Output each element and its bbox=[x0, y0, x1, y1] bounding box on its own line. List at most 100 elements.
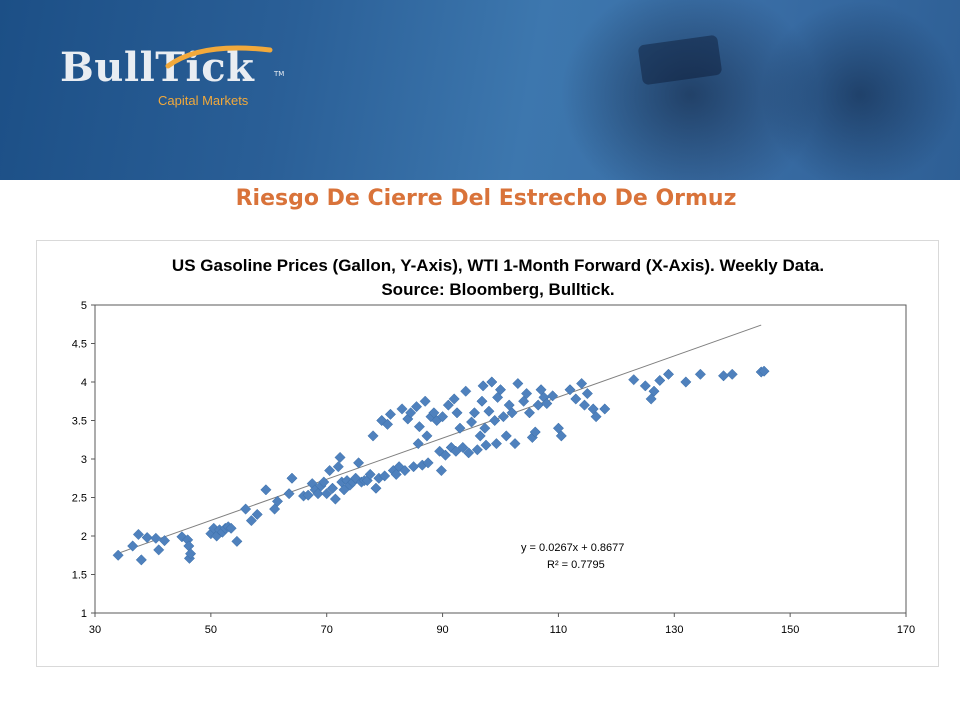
chart-axes: 1 1.5 2 2.5 3 3.5 4 4.5 5 30 50 70 90 110 130 150 170 bbox=[72, 300, 915, 636]
x-tick-label: 170 bbox=[897, 624, 915, 636]
scatter-point bbox=[422, 457, 434, 469]
plot-area-border bbox=[94, 304, 907, 614]
scatter-point bbox=[483, 405, 495, 417]
scatter-point bbox=[529, 426, 541, 438]
scatter-point bbox=[158, 535, 171, 547]
trendline-equation: y = 0.0267x + 0.8677 bbox=[521, 542, 624, 554]
scatter-point bbox=[477, 380, 489, 392]
scatter-point bbox=[500, 430, 512, 442]
y-tick-label: 3 bbox=[81, 454, 87, 466]
scatter-point bbox=[654, 374, 666, 387]
scatter-point bbox=[396, 403, 408, 415]
scatter-point bbox=[318, 476, 330, 488]
scatter-point bbox=[332, 461, 344, 473]
scatter-point bbox=[523, 407, 536, 419]
scatter-point bbox=[370, 482, 382, 494]
scatter-point bbox=[132, 528, 144, 541]
scatter-point bbox=[321, 488, 333, 500]
scatter-point bbox=[326, 482, 339, 494]
scatter-point bbox=[541, 398, 553, 410]
y-tick-label: 4.5 bbox=[72, 339, 87, 351]
y-tick-label: 1.5 bbox=[72, 570, 87, 582]
y-tick-label: 2 bbox=[81, 531, 87, 543]
scatter-point bbox=[726, 368, 738, 380]
scatter-point bbox=[185, 548, 197, 560]
scatter-point bbox=[286, 472, 298, 484]
scatter-point bbox=[390, 468, 402, 480]
scatter-point bbox=[153, 544, 165, 556]
scatter-point bbox=[497, 411, 509, 423]
y-tick-label: 1 bbox=[81, 608, 87, 620]
scatter-point bbox=[260, 484, 272, 496]
scatter-point bbox=[127, 540, 139, 552]
y-tick-label: 5 bbox=[81, 300, 87, 312]
scatter-point bbox=[494, 384, 507, 396]
scatter-point bbox=[271, 495, 284, 507]
r-squared-label: R² = 0.7795 bbox=[547, 559, 605, 571]
scatter-point bbox=[379, 470, 391, 482]
scatter-point bbox=[694, 368, 706, 380]
scatter-point bbox=[471, 444, 483, 456]
scatter-point bbox=[329, 493, 341, 505]
scatter-point bbox=[509, 438, 521, 450]
scatter-point bbox=[578, 399, 591, 411]
logo-subtitle: Capital Markets bbox=[158, 93, 249, 108]
scatter-point bbox=[435, 464, 447, 477]
scatter-point bbox=[492, 391, 504, 403]
scatter-point bbox=[240, 503, 252, 515]
page-title: Riesgo De Cierre Del Estrecho De Ormuz bbox=[235, 186, 737, 211]
scatter-point bbox=[439, 449, 452, 461]
scatter-point bbox=[350, 472, 362, 484]
scatter-point bbox=[283, 488, 295, 500]
logo-swoosh-icon bbox=[165, 45, 273, 69]
scatter-point bbox=[405, 407, 417, 419]
scatter-point bbox=[662, 368, 675, 380]
scatter-point bbox=[448, 393, 460, 405]
x-tick-label: 130 bbox=[665, 624, 683, 636]
chart-subtitle: Source: Bloomberg, Bulltick. bbox=[381, 280, 614, 299]
scatter-point bbox=[454, 422, 466, 434]
scatter-point bbox=[334, 451, 346, 464]
scatter-point bbox=[639, 380, 651, 392]
y-tick-label: 2.5 bbox=[72, 493, 87, 505]
y-tick-label: 4 bbox=[81, 377, 87, 389]
logo-trademark: TM bbox=[274, 70, 285, 78]
scatter-point bbox=[570, 393, 582, 405]
banner-photo-shade bbox=[760, 0, 960, 180]
scatter-point bbox=[581, 387, 593, 400]
x-tick-label: 70 bbox=[321, 624, 333, 636]
trendline bbox=[118, 324, 762, 554]
x-tick-label: 110 bbox=[550, 624, 568, 636]
scatter-point bbox=[590, 411, 602, 423]
scatter-point bbox=[353, 457, 365, 469]
scatter-point bbox=[490, 438, 502, 450]
brand-logo: BullTick TM Capital Markets bbox=[60, 44, 284, 108]
scatter-point bbox=[381, 418, 394, 430]
scatter-point bbox=[384, 408, 396, 420]
scatter-point bbox=[460, 385, 472, 397]
scatter-point bbox=[512, 377, 524, 390]
scatter-chart: US Gasoline Prices (Gallon, Y-Axis), WTI… bbox=[72, 256, 915, 636]
scatter-point bbox=[486, 376, 498, 388]
scatter-point bbox=[489, 414, 501, 427]
scatter-point bbox=[445, 441, 457, 454]
scatter-point bbox=[176, 531, 188, 543]
scatter-point bbox=[245, 515, 257, 527]
scatter-point bbox=[457, 441, 469, 454]
scatter-point bbox=[463, 447, 475, 459]
scatter-point bbox=[399, 464, 411, 477]
y-tick-label: 3.5 bbox=[72, 416, 87, 428]
scatter-point bbox=[364, 468, 376, 480]
x-tick-label: 90 bbox=[436, 624, 448, 636]
scatter-point bbox=[465, 416, 478, 428]
x-tick-label: 150 bbox=[781, 624, 799, 636]
scatter-point bbox=[419, 395, 431, 407]
scatter-point bbox=[251, 508, 263, 520]
scatter-point bbox=[393, 461, 405, 473]
scatter-point bbox=[476, 395, 488, 407]
logo-wordmark: BullTick bbox=[60, 44, 255, 91]
scatter-point bbox=[150, 532, 162, 544]
scatter-point bbox=[599, 403, 611, 415]
scatter-point bbox=[413, 421, 425, 433]
scatter-point bbox=[135, 554, 147, 566]
